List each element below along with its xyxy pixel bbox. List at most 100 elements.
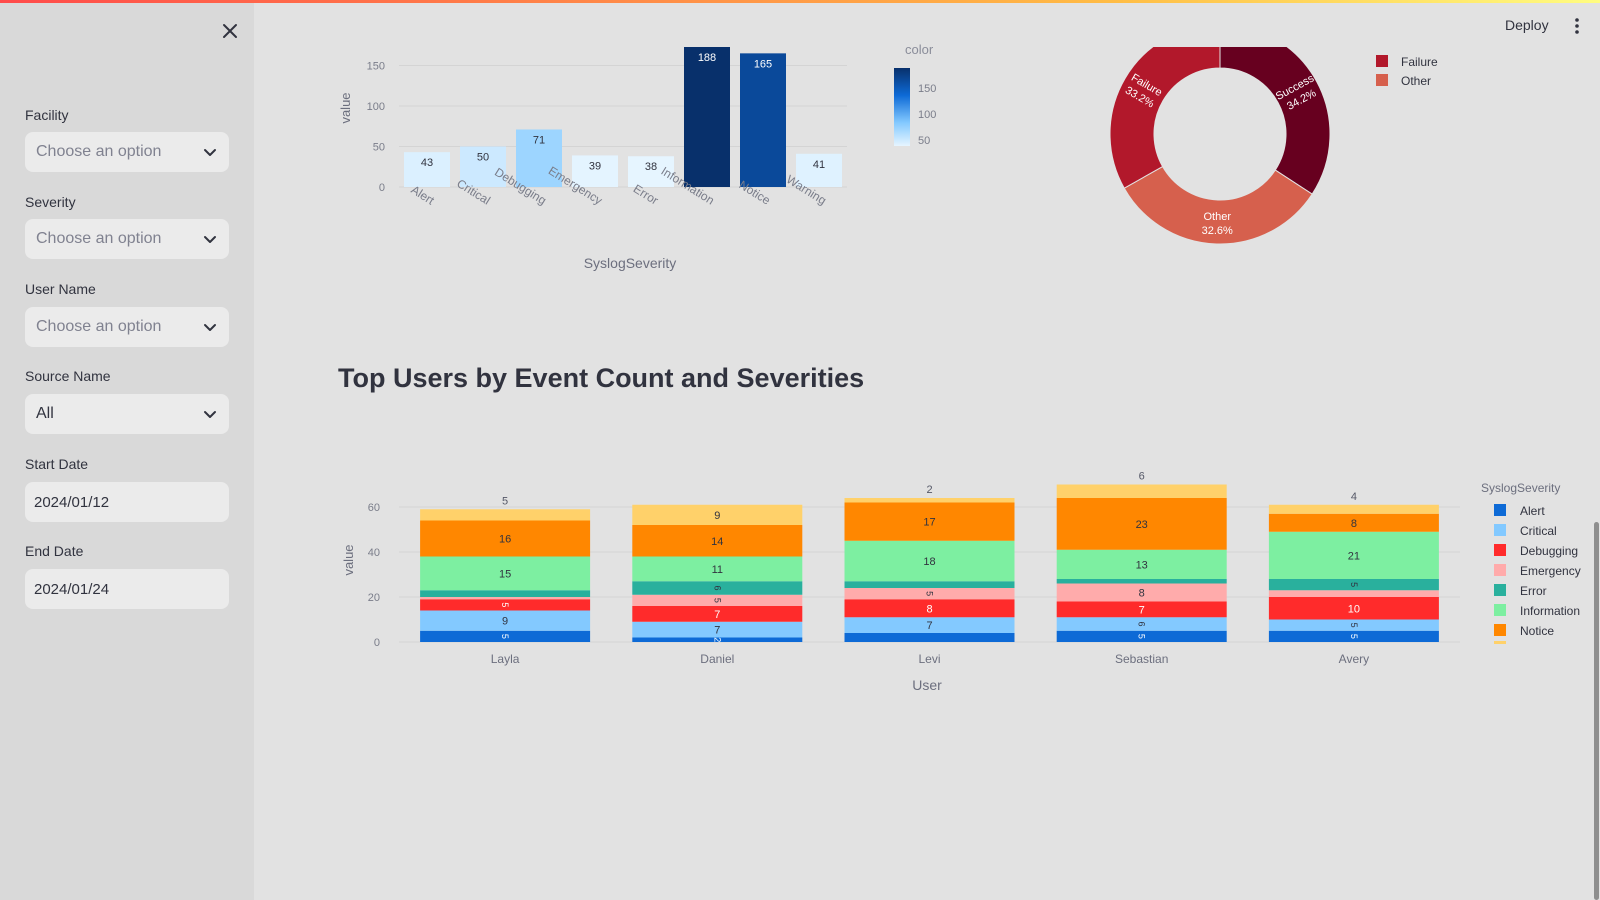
page-scrollbar[interactable] xyxy=(1594,522,1599,900)
bar-emergency[interactable] xyxy=(572,155,618,187)
y-tick-label: 150 xyxy=(367,61,385,73)
stack-segment-critical[interactable] xyxy=(844,617,1015,633)
severity-select[interactable]: Choose an option xyxy=(25,219,229,259)
bar-value-label: 188 xyxy=(698,52,716,64)
legend-label[interactable]: Emergency xyxy=(1520,564,1581,578)
bar-value-label: 165 xyxy=(754,58,772,70)
stack-segment-notice[interactable] xyxy=(1268,513,1439,532)
user-name-select[interactable]: Choose an option xyxy=(25,307,229,347)
legend-swatch[interactable] xyxy=(1494,564,1506,576)
stack-segment-warning[interactable] xyxy=(844,498,1015,503)
stack-segment-emergency[interactable] xyxy=(844,588,1015,600)
donut-slice-success[interactable] xyxy=(1219,30,1331,195)
donut-slice-other[interactable] xyxy=(1123,165,1313,245)
legend-swatch[interactable] xyxy=(1494,524,1506,536)
segment-value-label: 21 xyxy=(1348,550,1360,562)
stack-segment-notice[interactable] xyxy=(1056,498,1227,550)
legend-swatch[interactable] xyxy=(1494,624,1506,636)
stack-segment-warning[interactable] xyxy=(420,509,591,521)
stack-segment-critical[interactable] xyxy=(1056,617,1227,631)
segment-value-label: 16 xyxy=(499,534,511,546)
legend-label[interactable]: Debugging xyxy=(1520,544,1578,558)
stack-segment-emergency[interactable] xyxy=(420,597,591,600)
colorbar-gradient xyxy=(894,68,910,146)
stack-segment-debugging[interactable] xyxy=(1268,597,1439,620)
bar-notice[interactable] xyxy=(740,53,786,187)
stack-segment-information[interactable] xyxy=(1268,531,1439,579)
legend-swatch[interactable] xyxy=(1494,504,1506,516)
bar-error[interactable] xyxy=(628,156,674,187)
stack-segment-notice[interactable] xyxy=(844,502,1015,541)
legend-label[interactable]: Alert xyxy=(1520,504,1545,518)
legend-swatch[interactable] xyxy=(1376,74,1388,86)
segment-value-label: 2 xyxy=(712,637,722,642)
stack-segment-debugging[interactable] xyxy=(420,599,591,611)
stack-segment-critical[interactable] xyxy=(1268,619,1439,631)
stack-segment-error[interactable] xyxy=(1268,579,1439,591)
segment-value-label: 15 xyxy=(499,568,511,580)
legend-label[interactable]: Information xyxy=(1520,604,1580,618)
stack-segment-debugging[interactable] xyxy=(632,606,803,622)
stack-segment-information[interactable] xyxy=(1056,549,1227,579)
legend-swatch[interactable] xyxy=(1494,604,1506,616)
stack-segment-error[interactable] xyxy=(632,581,803,595)
bar-debugging[interactable] xyxy=(516,129,562,187)
bar-alert[interactable] xyxy=(404,152,450,187)
colorbar-tick-label: 150 xyxy=(918,83,936,95)
segment-value-label: 5 xyxy=(500,634,510,639)
legend-label[interactable]: Critical xyxy=(1520,524,1557,538)
stack-segment-alert[interactable] xyxy=(420,630,591,642)
stack-segment-critical[interactable] xyxy=(420,610,591,631)
stack-segment-error[interactable] xyxy=(844,581,1015,588)
segment-value-label: 7 xyxy=(926,620,932,632)
legend-label[interactable]: Failure xyxy=(1401,55,1438,69)
stack-segment-critical[interactable] xyxy=(632,621,803,638)
segment-value-label: 6 xyxy=(1137,621,1147,626)
stack-segment-information[interactable] xyxy=(632,556,803,582)
stack-segment-alert[interactable] xyxy=(632,637,803,643)
stack-segment-alert[interactable] xyxy=(844,633,1015,642)
stack-segment-emergency[interactable] xyxy=(1268,590,1439,597)
start-date-input[interactable]: 2024/01/12 xyxy=(25,482,229,522)
stack-segment-alert[interactable] xyxy=(1056,630,1227,642)
stack-segment-warning[interactable] xyxy=(1268,504,1439,514)
severity-select-value: Choose an option xyxy=(36,230,162,247)
legend-swatch[interactable] xyxy=(1376,55,1388,67)
stack-segment-debugging[interactable] xyxy=(844,599,1015,618)
stack-segment-information[interactable] xyxy=(420,556,591,591)
donut-slice-failure[interactable] xyxy=(1109,30,1221,189)
stack-segment-warning[interactable] xyxy=(1056,484,1227,499)
chevron-down-icon xyxy=(204,236,216,243)
close-icon[interactable] xyxy=(218,19,242,43)
facility-select[interactable]: Choose an option xyxy=(25,132,229,172)
legend-label[interactable]: Notice xyxy=(1520,624,1554,638)
stack-segment-debugging[interactable] xyxy=(1056,601,1227,618)
legend-swatch[interactable] xyxy=(1494,544,1506,556)
end-date-input[interactable]: 2024/01/24 xyxy=(25,569,229,609)
x-axis-label: User xyxy=(912,677,942,693)
stack-segment-error[interactable] xyxy=(420,590,591,597)
more-menu-icon[interactable] xyxy=(1570,16,1584,36)
legend-label[interactable]: Other xyxy=(1401,74,1431,88)
stack-segment-emergency[interactable] xyxy=(1056,583,1227,602)
stack-segment-information[interactable] xyxy=(844,540,1015,582)
stack-segment-emergency[interactable] xyxy=(632,594,803,606)
stack-segment-error[interactable] xyxy=(1056,579,1227,584)
start-date-label: Start Date xyxy=(25,456,89,472)
stack-segment-notice[interactable] xyxy=(632,525,803,557)
source-name-select[interactable]: All xyxy=(25,394,229,434)
top-users-stacked-chart: 5951516527756111497851817256781323655105… xyxy=(341,471,1581,694)
end-date-label: End Date xyxy=(25,543,84,559)
stack-segment-warning[interactable] xyxy=(632,504,803,525)
legend-label[interactable]: Error xyxy=(1520,584,1547,598)
legend-swatch[interactable] xyxy=(1494,584,1506,596)
bar-information[interactable] xyxy=(684,47,730,187)
bar-critical[interactable] xyxy=(460,146,506,188)
bar-warning[interactable] xyxy=(796,153,842,187)
bar-value-label: 50 xyxy=(477,152,489,164)
deploy-button[interactable]: Deploy xyxy=(1505,17,1549,33)
stack-segment-notice[interactable] xyxy=(420,520,591,557)
colorbar-title: color xyxy=(905,42,934,57)
stack-segment-alert[interactable] xyxy=(1268,630,1439,642)
